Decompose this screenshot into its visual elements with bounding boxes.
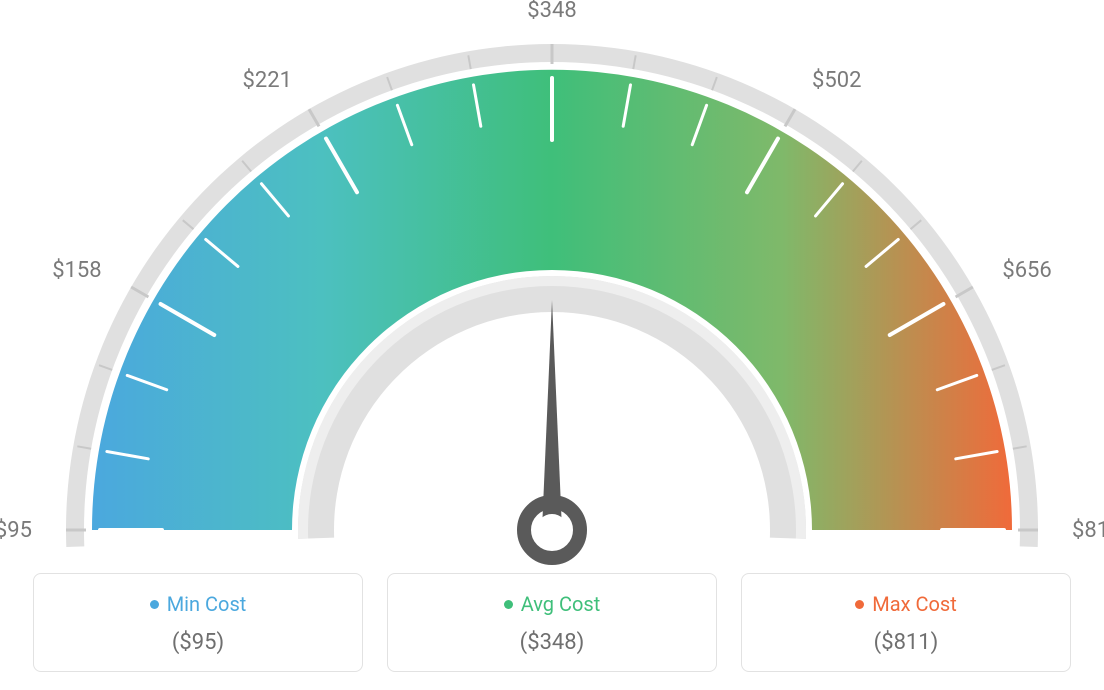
legend-value-min: ($95) — [44, 630, 352, 655]
gauge-tick-label: $811 — [1072, 518, 1104, 543]
legend-value-avg: ($348) — [398, 630, 706, 655]
legend-label-max: Max Cost — [872, 592, 957, 616]
legend-dot-avg — [504, 600, 513, 609]
legend-label-avg: Avg Cost — [521, 592, 601, 616]
cost-gauge: $95 $158 $221 $348 $502 $656 $811 — [0, 0, 1104, 560]
legend-box-min: Min Cost ($95) — [33, 573, 363, 672]
legend-dot-min — [150, 600, 159, 609]
legend-row: Min Cost ($95) Avg Cost ($348) Max Cost … — [0, 573, 1104, 672]
gauge-svg — [0, 10, 1104, 570]
legend-value-max: ($811) — [752, 630, 1060, 655]
gauge-tick-label: $348 — [522, 0, 582, 23]
legend-title-avg: Avg Cost — [504, 592, 601, 616]
gauge-tick-label: $502 — [812, 68, 861, 93]
legend-box-max: Max Cost ($811) — [741, 573, 1071, 672]
legend-title-min: Min Cost — [150, 592, 247, 616]
legend-label-min: Min Cost — [167, 592, 247, 616]
legend-title-max: Max Cost — [855, 592, 957, 616]
legend-box-avg: Avg Cost ($348) — [387, 573, 717, 672]
gauge-tick-label: $221 — [232, 68, 292, 93]
gauge-tick-label: $95 — [0, 518, 32, 543]
gauge-tick-label: $656 — [1002, 258, 1051, 283]
gauge-tick-label: $158 — [42, 258, 102, 283]
legend-dot-max — [855, 600, 864, 609]
